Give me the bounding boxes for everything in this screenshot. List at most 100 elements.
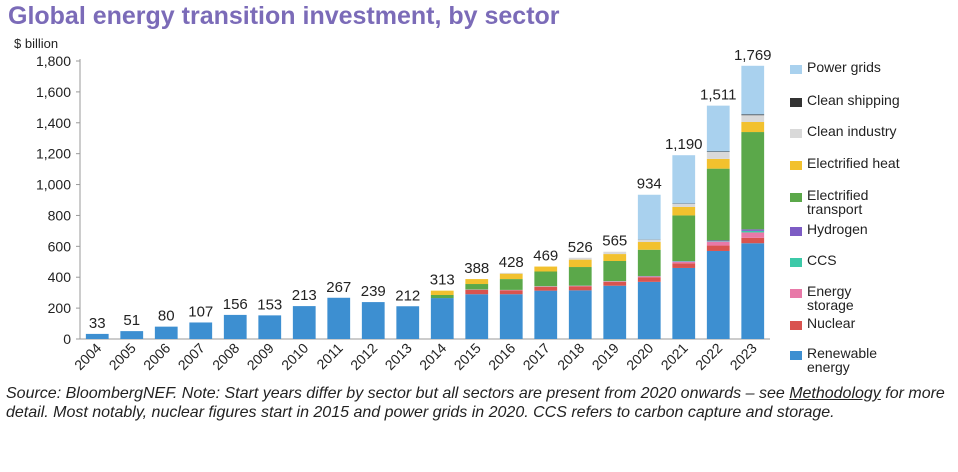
bar-segment-electrified-transport bbox=[430, 294, 454, 299]
legend-item: Electrified heat bbox=[790, 156, 900, 170]
bar-segment-power-grids bbox=[706, 105, 730, 152]
bar-segment-nuclear bbox=[637, 277, 661, 282]
bar-segment-hydrogen bbox=[706, 240, 730, 242]
bar-segment-nuclear bbox=[603, 281, 627, 286]
bar-segment-hydrogen bbox=[741, 229, 765, 231]
y-tick-label: 1,600 bbox=[36, 84, 71, 100]
bar-segment-power-grids bbox=[637, 194, 661, 240]
source-note-text-end: for more detail. Most notably, nuclear f… bbox=[6, 385, 945, 421]
bar-segment-renewable-energy bbox=[534, 290, 558, 339]
bar-segment-electrified-heat bbox=[637, 242, 661, 250]
bar-segment-renewable-energy bbox=[603, 285, 627, 339]
x-tick-label: 2014 bbox=[416, 340, 449, 373]
x-tick-label: 2005 bbox=[106, 340, 139, 373]
source-note-text: Source: BloombergNEF. Note: Start years … bbox=[6, 385, 790, 402]
bar-segment-energy-storage bbox=[672, 261, 696, 264]
bar-segment-clean-industry bbox=[603, 251, 627, 255]
bar-segment-energy-storage bbox=[741, 232, 765, 238]
methodology-link[interactable]: Methodology bbox=[789, 385, 881, 402]
x-tick-label: 2007 bbox=[175, 340, 208, 373]
total-label: 526 bbox=[568, 239, 593, 256]
bar-segment-electrified-transport bbox=[741, 132, 765, 230]
bar-segment-electrified-heat bbox=[534, 266, 558, 272]
bar-segment-electrified-heat bbox=[706, 158, 730, 169]
x-tick-label: 2019 bbox=[589, 340, 622, 373]
bar-segment-renewable-energy bbox=[637, 281, 661, 339]
x-tick-label: 2013 bbox=[382, 340, 415, 373]
bar-segment-energy-storage bbox=[568, 285, 592, 287]
bar-segment-renewable-energy bbox=[568, 290, 592, 339]
bar-segment-clean-industry bbox=[706, 151, 730, 159]
legend-label: Hydrogen bbox=[807, 221, 868, 237]
total-label: 313 bbox=[430, 272, 455, 289]
bar-segment-renewable-energy bbox=[327, 297, 351, 339]
legend-item: Renewable energy bbox=[790, 346, 877, 374]
bar-segment-renewable-energy bbox=[292, 306, 316, 339]
y-tick-label: 600 bbox=[48, 238, 72, 254]
x-tick-label: 2004 bbox=[71, 340, 104, 373]
bar-segment-electrified-transport bbox=[706, 168, 730, 241]
bar-segment-renewable-energy bbox=[361, 302, 385, 339]
x-tick-label: 2010 bbox=[278, 340, 311, 373]
legend-item: Clean industry bbox=[790, 124, 897, 138]
bar-segment-electrified-heat bbox=[499, 273, 523, 280]
bar-segment-nuclear bbox=[465, 289, 489, 295]
bar-segment-nuclear bbox=[499, 290, 523, 295]
bar-segment-electrified-transport bbox=[499, 279, 523, 290]
legend-item: Energy storage bbox=[790, 284, 854, 312]
legend-item: Hydrogen bbox=[790, 222, 868, 236]
total-label: 107 bbox=[188, 303, 213, 320]
total-label: 934 bbox=[637, 176, 662, 193]
y-tick-label: 1,000 bbox=[36, 177, 71, 193]
total-label: 1,769 bbox=[734, 47, 772, 64]
total-label: 51 bbox=[123, 312, 140, 329]
x-tick-label: 2018 bbox=[554, 340, 587, 373]
y-tick-label: 200 bbox=[48, 300, 72, 316]
bar-segment-clean-industry bbox=[672, 203, 696, 207]
total-label: 388 bbox=[464, 260, 489, 277]
bar-segment-nuclear bbox=[534, 286, 558, 291]
bar-segment-electrified-transport bbox=[672, 215, 696, 262]
bar-segment-energy-storage bbox=[603, 281, 627, 282]
y-tick-label: 1,800 bbox=[36, 53, 71, 69]
legend-item: Electrified transport bbox=[790, 188, 868, 216]
bar-segment-renewable-energy bbox=[120, 331, 144, 339]
total-label: 212 bbox=[395, 287, 420, 304]
bar-segment-renewable-energy bbox=[223, 314, 247, 339]
legend-label: Nuclear bbox=[807, 315, 856, 331]
legend-swatch bbox=[790, 321, 802, 330]
legend-label: Renewable energy bbox=[807, 345, 878, 375]
total-label: 1,511 bbox=[700, 87, 736, 104]
total-label: 33 bbox=[89, 315, 106, 332]
bar-segment-clean-industry bbox=[637, 239, 661, 243]
legend-item: Power grids bbox=[790, 60, 881, 74]
y-axis-unit-label: $ billion bbox=[14, 36, 59, 51]
bar-segment-electrified-transport bbox=[568, 267, 592, 286]
x-tick-label: 2009 bbox=[244, 340, 277, 373]
total-label: 239 bbox=[361, 283, 386, 300]
total-label: 80 bbox=[158, 308, 175, 325]
bar-segment-nuclear bbox=[741, 237, 765, 244]
x-tick-label: 2017 bbox=[520, 340, 553, 373]
bar-segment-renewable-energy bbox=[672, 267, 696, 339]
bar-segment-renewable-energy bbox=[189, 322, 213, 339]
legend-swatch bbox=[790, 193, 802, 202]
legend-swatch bbox=[790, 227, 802, 236]
source-note: Source: BloombergNEF. Note: Start years … bbox=[6, 384, 946, 422]
bar-segment-renewable-energy bbox=[85, 333, 109, 339]
y-tick-label: 400 bbox=[48, 269, 72, 285]
legend-label: CCS bbox=[807, 252, 837, 268]
total-label: 565 bbox=[602, 233, 627, 250]
legend-label: Electrified heat bbox=[807, 155, 900, 171]
y-tick-label: 0 bbox=[63, 331, 71, 347]
bar-segment-nuclear bbox=[672, 263, 696, 268]
stacked-bar-chart: 0 200 400 600 800 1,000 1,200 1,400 1,600 1,800 33… bbox=[36, 47, 772, 373]
legend-swatch bbox=[790, 351, 802, 360]
total-label: 469 bbox=[533, 248, 558, 265]
total-label: 428 bbox=[499, 254, 524, 271]
legend-label: Electrified transport bbox=[807, 187, 869, 217]
y-tick-label: 1,200 bbox=[36, 146, 71, 162]
bar-segment-electrified-heat bbox=[568, 259, 592, 268]
y-tick-label: 800 bbox=[48, 207, 72, 223]
bar-segment-electrified-heat bbox=[741, 122, 765, 133]
